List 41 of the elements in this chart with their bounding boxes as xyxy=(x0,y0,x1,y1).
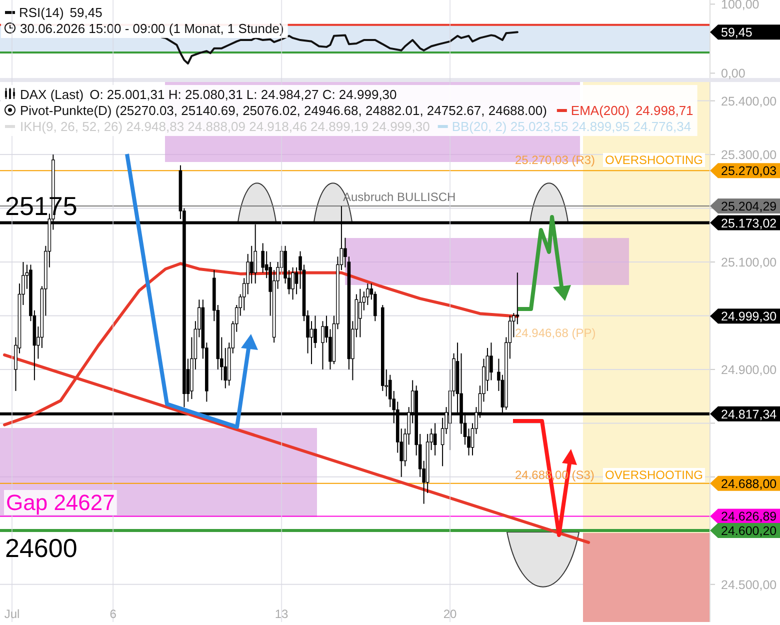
text: 24.999,30 xyxy=(721,310,777,324)
y-tick-label: 100,00 xyxy=(721,0,760,12)
candlestick xyxy=(516,272,520,325)
x-tick-label: Jul xyxy=(4,607,20,621)
annotation: OVERSHOOTING xyxy=(605,468,704,482)
annotation: 25.270,03 (R3) xyxy=(515,153,596,167)
annotation: 24.946,68 (PP) xyxy=(515,326,596,340)
candlestick xyxy=(250,245,254,284)
y-tick-label: 25.100,00 xyxy=(721,256,777,270)
legend-label: RSI(14) xyxy=(19,5,64,20)
y-tick-label: 24.500,00 xyxy=(721,578,777,592)
ref-line-label: 25.204,29 xyxy=(721,199,777,214)
y-tick-label: 25.300,00 xyxy=(721,148,777,162)
candlestick xyxy=(490,342,493,381)
annotation: Gap 24627 xyxy=(6,490,115,515)
annotation: Pivot-Punkte(D) (25270.03, 25140.69, 25076.02, 24946.68, 24882.01, 24752.67, 24688.00) xyxy=(20,103,547,118)
ref-line-label: 25.173,02 xyxy=(721,216,777,230)
annotation: 24600 xyxy=(5,533,78,563)
ref-line-label: 24.626,89 xyxy=(721,510,777,524)
ref-line-label: 24.600,20 xyxy=(721,524,777,538)
ref-line-label: 24.817,34 xyxy=(721,407,777,422)
candlestick xyxy=(291,266,294,300)
annotation: BB(20, 2) 25.023,55 24.899,95 24.776,34 xyxy=(452,119,692,134)
candlestick xyxy=(358,288,362,338)
chart-title: DAX (Last) xyxy=(20,87,84,102)
annotation: OVERSHOOTING xyxy=(605,153,704,167)
text: 59,45 xyxy=(721,26,752,40)
x-tick-label: 20 xyxy=(443,607,458,621)
annotation: 59,45 xyxy=(70,5,102,20)
x-tick-label: 6 xyxy=(110,607,117,621)
ref-line-label: 25.270,03 xyxy=(721,164,777,178)
candlestick xyxy=(433,422,437,456)
ref-line-label: 24.688,00 xyxy=(721,476,777,491)
y-tick-label: 25.400,00 xyxy=(721,94,777,108)
legend-label: EMA(200) xyxy=(570,103,630,118)
annotation: 24.998,71 xyxy=(635,103,694,118)
chart-subtitle: O: 25.001,31 H: 25.080,31 L: 24.984,27 C: 24.999,30 xyxy=(90,87,397,102)
y-tick-label: 0,00 xyxy=(721,66,746,81)
x-tick-label: 13 xyxy=(274,607,289,621)
annotation: 30.06.2026 15:00 - 09:00 (1 Monat, 1 Stunde) xyxy=(20,21,284,36)
y-tick-label: 24.900,00 xyxy=(721,362,777,377)
